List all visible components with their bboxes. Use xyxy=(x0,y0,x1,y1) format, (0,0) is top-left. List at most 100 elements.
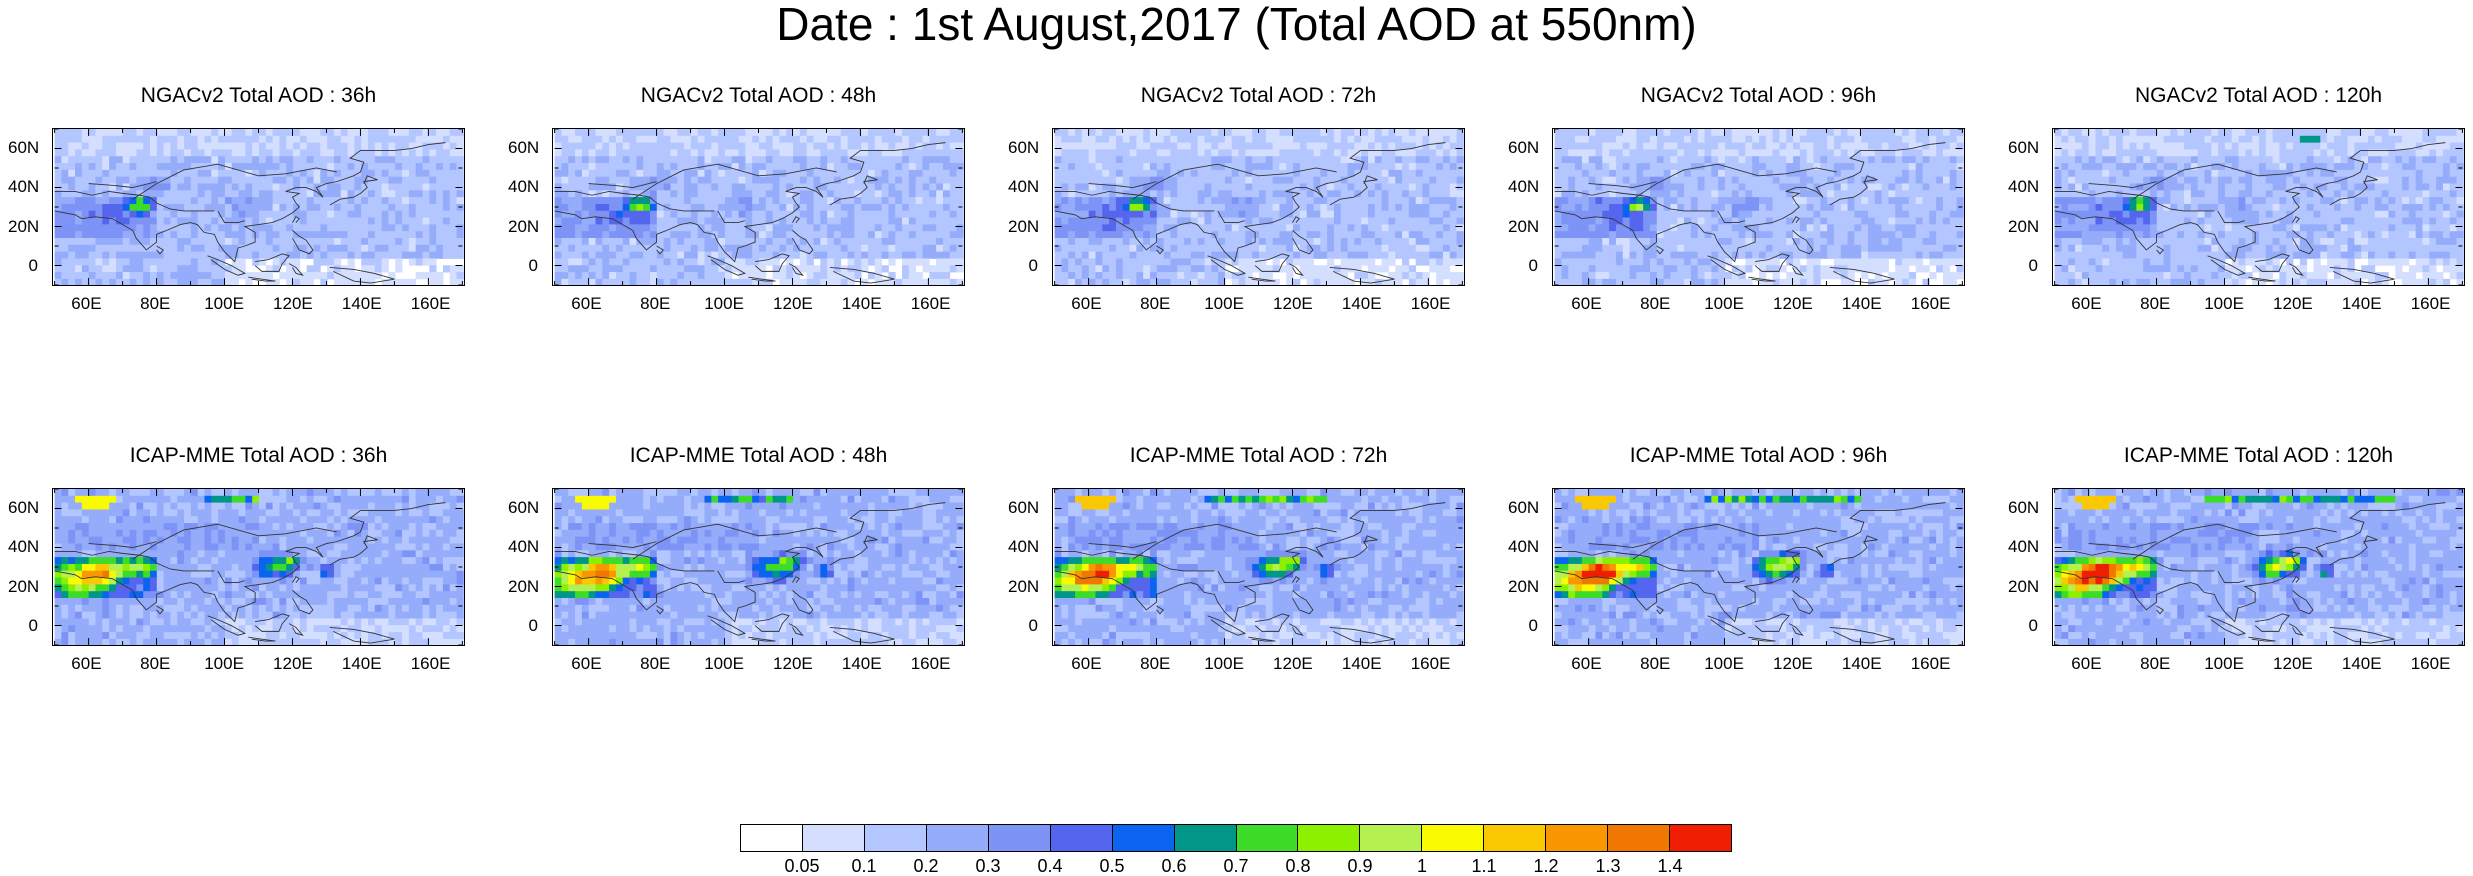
panel-title: NGACv2 Total AOD : 96h xyxy=(1532,83,1985,109)
lat-tick-label: 60N xyxy=(8,498,38,518)
lon-tick-label: 140E xyxy=(337,654,387,674)
aod-field xyxy=(55,129,464,286)
lon-tick-label: 140E xyxy=(1837,294,1887,314)
colorbar-label: 0.8 xyxy=(1268,856,1328,876)
lon-tick-label: 160E xyxy=(1406,294,1456,314)
lon-tick-label: 80E xyxy=(1130,294,1180,314)
aod-field xyxy=(2055,129,2464,286)
lat-tick-label: 40N xyxy=(2008,177,2038,197)
aod-field xyxy=(2055,489,2464,646)
colorbar-label: 0.5 xyxy=(1082,856,1142,876)
lat-tick-label: 20N xyxy=(1008,217,1038,237)
lon-tick-label: 60E xyxy=(1061,294,1111,314)
lon-tick-label: 80E xyxy=(1630,294,1680,314)
panel-title: NGACv2 Total AOD : 72h xyxy=(1032,83,1485,109)
lat-tick-label: 20N xyxy=(2008,217,2038,237)
lon-tick-label: 80E xyxy=(1630,654,1680,674)
colorbar-swatch xyxy=(1298,825,1360,851)
aod-map xyxy=(1052,488,1465,646)
lon-tick-label: 80E xyxy=(1130,654,1180,674)
panel-title: ICAP-MME Total AOD : 48h xyxy=(532,443,985,469)
lon-tick-label: 160E xyxy=(1906,294,1956,314)
lat-tick-label: 0 xyxy=(508,256,538,276)
colorbar-swatch xyxy=(1175,825,1237,851)
panel-title: NGACv2 Total AOD : 48h xyxy=(532,83,985,109)
colorbar-label: 0.05 xyxy=(772,856,832,876)
lat-tick-label: 0 xyxy=(2008,616,2038,636)
lat-tick-label: 40N xyxy=(1008,537,1038,557)
lat-tick-label: 0 xyxy=(1508,616,1538,636)
figure-title: Date : 1st August,2017 (Total AOD at 550… xyxy=(0,0,2473,54)
lon-tick-label: 80E xyxy=(130,294,180,314)
lon-tick-label: 100E xyxy=(2199,654,2249,674)
colorbar-label: 0.4 xyxy=(1020,856,1080,876)
aod-field xyxy=(555,489,964,646)
lat-tick-label: 20N xyxy=(2008,577,2038,597)
lon-tick-label: 60E xyxy=(561,654,611,674)
aod-map xyxy=(52,128,465,286)
lon-tick-label: 80E xyxy=(2130,654,2180,674)
lat-tick-label: 60N xyxy=(508,138,538,158)
lat-tick-label: 60N xyxy=(1508,498,1538,518)
lon-tick-label: 60E xyxy=(61,294,111,314)
lon-tick-label: 140E xyxy=(837,654,887,674)
colorbar-label: 0.2 xyxy=(896,856,956,876)
colorbar-swatch xyxy=(1051,825,1113,851)
colorbar-swatch xyxy=(741,825,803,851)
lat-tick-label: 20N xyxy=(8,217,38,237)
colorbar-label: 1.1 xyxy=(1454,856,1514,876)
lon-tick-label: 100E xyxy=(2199,294,2249,314)
lon-tick-label: 160E xyxy=(906,654,956,674)
lat-tick-label: 40N xyxy=(1508,537,1538,557)
aod-map xyxy=(552,128,965,286)
aod-field xyxy=(55,489,464,646)
panel-title: ICAP-MME Total AOD : 96h xyxy=(1532,443,1985,469)
colorbar-swatch xyxy=(1113,825,1175,851)
colorbar-label: 0.7 xyxy=(1206,856,1266,876)
colorbar-label: 0.3 xyxy=(958,856,1018,876)
colorbar-swatch xyxy=(1546,825,1608,851)
aod-field xyxy=(1055,489,1464,646)
aod-map xyxy=(1552,128,1965,286)
aod-map xyxy=(552,488,965,646)
lon-tick-label: 100E xyxy=(1199,654,1249,674)
lon-tick-label: 140E xyxy=(1337,654,1387,674)
colorbar-label: 0.1 xyxy=(834,856,894,876)
lat-tick-label: 0 xyxy=(1008,256,1038,276)
aod-map xyxy=(1552,488,1965,646)
lon-tick-label: 160E xyxy=(1906,654,1956,674)
lon-tick-label: 160E xyxy=(906,294,956,314)
lon-tick-label: 140E xyxy=(837,294,887,314)
panel-title: ICAP-MME Total AOD : 120h xyxy=(2032,443,2473,469)
colorbar-swatch xyxy=(1237,825,1299,851)
lat-tick-label: 20N xyxy=(508,217,538,237)
lon-tick-label: 100E xyxy=(199,654,249,674)
lat-tick-label: 20N xyxy=(1508,577,1538,597)
lat-tick-label: 20N xyxy=(8,577,38,597)
colorbar-swatch xyxy=(1484,825,1546,851)
panel-title: NGACv2 Total AOD : 36h xyxy=(32,83,485,109)
lon-tick-label: 100E xyxy=(199,294,249,314)
lat-tick-label: 0 xyxy=(8,256,38,276)
lat-tick-label: 0 xyxy=(508,616,538,636)
lat-tick-label: 40N xyxy=(8,177,38,197)
lon-tick-label: 160E xyxy=(2406,654,2456,674)
lon-tick-label: 120E xyxy=(1768,294,1818,314)
lon-tick-label: 120E xyxy=(268,654,318,674)
lon-tick-label: 160E xyxy=(1406,654,1456,674)
lon-tick-label: 80E xyxy=(630,294,680,314)
lat-tick-label: 60N xyxy=(1508,138,1538,158)
colorbar-label: 1.4 xyxy=(1640,856,1700,876)
aod-field xyxy=(1555,489,1964,646)
lon-tick-label: 120E xyxy=(768,654,818,674)
lon-tick-label: 60E xyxy=(2061,294,2111,314)
lat-tick-label: 20N xyxy=(1508,217,1538,237)
aod-field xyxy=(1555,129,1964,286)
colorbar-swatch xyxy=(1608,825,1670,851)
lat-tick-label: 60N xyxy=(1008,138,1038,158)
